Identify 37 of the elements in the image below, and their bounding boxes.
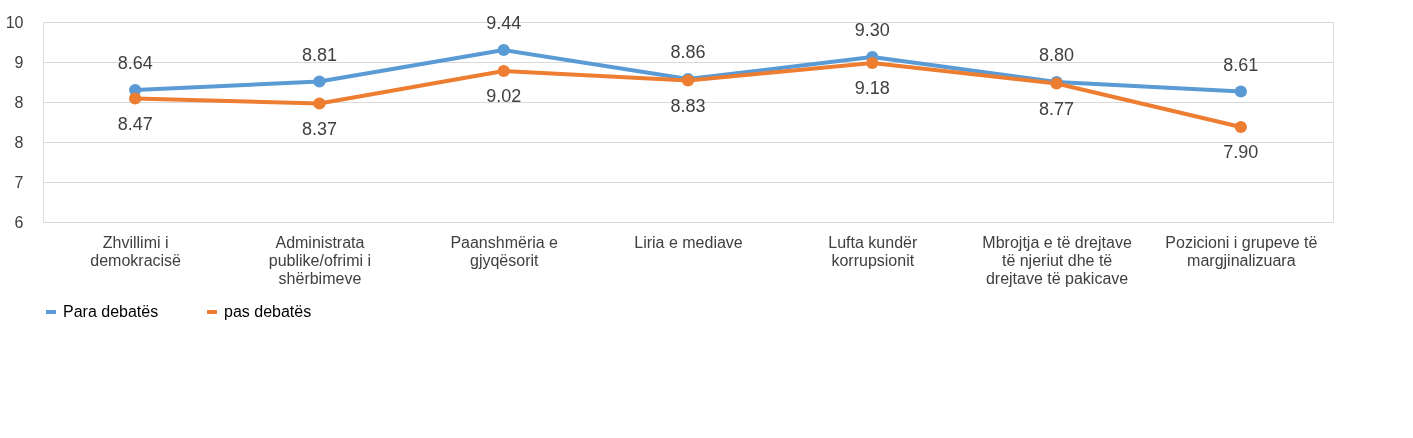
- data-label: 8.83: [670, 95, 706, 116]
- data-label: 8.37: [301, 118, 337, 139]
- x-tick-label: Liria e mediave: [634, 233, 743, 251]
- point: [1234, 120, 1247, 134]
- x-tick-label: Pozicioni i grupeve të margjinalizuara: [1165, 233, 1318, 269]
- y-tick-label: 7: [14, 173, 24, 191]
- y-tick-label: 9: [14, 53, 24, 71]
- x-tick-label: Mbrojtja e të drejtave të njeriut dhe të drejtave të pakicave: [982, 233, 1132, 287]
- x-tick-label: Paanshmëria e gjyqësorit: [450, 233, 559, 269]
- data-label: 9.30: [854, 20, 890, 40]
- data-label: 8.64: [117, 53, 153, 73]
- y-tick-label: 10: [5, 13, 24, 31]
- point: [497, 43, 510, 57]
- y-tick-label: 8: [14, 93, 24, 111]
- legend-label: Para debatës: [63, 303, 159, 320]
- legend-label: pas debatës: [224, 303, 312, 320]
- x-tick-label: Lufta kundër korrupsionit: [828, 233, 918, 269]
- point: [313, 75, 326, 88]
- data-label: 9.02: [486, 86, 522, 106]
- data-label: 9.44: [486, 13, 522, 33]
- data-label: 7.90: [1223, 142, 1259, 162]
- data-label: 8.81: [301, 44, 337, 65]
- data-label: 8.61: [1223, 54, 1259, 75]
- point: [866, 56, 879, 70]
- data-label: 9.18: [854, 78, 890, 98]
- x-tick-label: Administrata publike/ofrimi i shërbimeve: [268, 233, 372, 287]
- point: [129, 92, 142, 105]
- data-label: 8.86: [670, 42, 706, 62]
- data-label: 8.47: [117, 113, 153, 134]
- y-tick-label: 8: [14, 133, 24, 151]
- point: [497, 64, 510, 78]
- data-label: 8.80: [1039, 45, 1075, 65]
- y-tick-label: 6: [14, 213, 24, 231]
- x-tick-label: Zhvillimi i demokracisë: [90, 233, 182, 269]
- point: [313, 97, 326, 110]
- point: [1234, 85, 1247, 98]
- data-label: 8.77: [1039, 98, 1075, 119]
